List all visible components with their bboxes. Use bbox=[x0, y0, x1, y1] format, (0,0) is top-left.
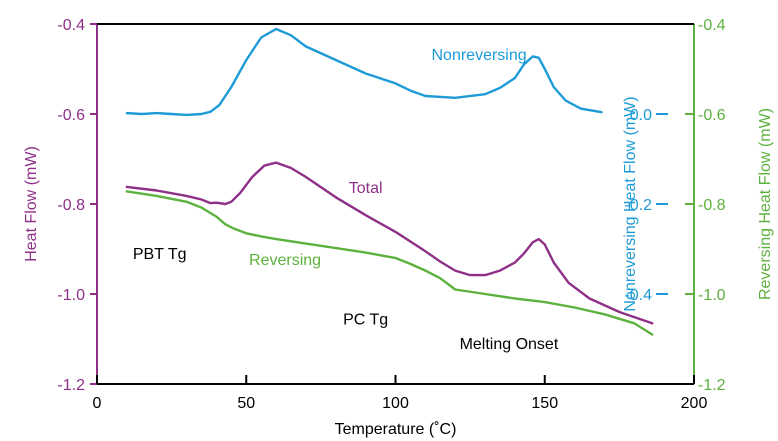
right-outer-axis-title: Reversing Heat Flow (mW) bbox=[757, 108, 774, 300]
right-outer-axis-tick-label: -1.0 bbox=[698, 287, 726, 304]
annotation-label: Nonreversing bbox=[432, 47, 527, 64]
left-axis-title: Heat Flow (mW) bbox=[23, 146, 40, 262]
right-inner-axis-tick-label: -0.2 bbox=[624, 197, 652, 214]
left-axis-tick-label: -0.6 bbox=[57, 107, 85, 124]
series-line-total bbox=[125, 161, 654, 325]
x-axis-tick-label: 0 bbox=[93, 395, 102, 412]
right-outer-axis-tick-label: -0.4 bbox=[698, 17, 726, 34]
right-inner-axis-title: Nonreversing Heat Flow (mW) bbox=[622, 96, 639, 311]
left-axis-tick-label: -0.4 bbox=[57, 17, 85, 34]
annotation-label: Reversing bbox=[249, 252, 321, 269]
x-axis-title: Temperature (˚C) bbox=[335, 421, 457, 438]
left-axis-tick-label: -0.8 bbox=[57, 197, 85, 214]
annotation-label: PC Tg bbox=[343, 312, 388, 329]
x-axis-tick-label: 200 bbox=[681, 395, 708, 412]
series-layer bbox=[125, 27, 654, 336]
annotation-layer: Nonreversing Total Reversing PBT Tg PC Tg Mel… bbox=[133, 47, 559, 353]
right-outer-axis-tick-label: -0.6 bbox=[698, 107, 726, 124]
annotation-label: Melting Onset bbox=[460, 336, 559, 353]
right-outer-axis-tick-label: -0.8 bbox=[698, 197, 726, 214]
right-inner-axis-tick-label: -0.4 bbox=[624, 287, 652, 304]
left-axis-tick-label: -1.2 bbox=[57, 377, 85, 394]
annotation-label: PBT Tg bbox=[133, 246, 187, 263]
axes-layer: -0.4 -0.6 -0.8 -1.0 -1.2 -0.4 -0.6 -0.8 -1.0 -1.2… bbox=[23, 17, 774, 438]
x-axis-tick-label: 150 bbox=[531, 395, 558, 412]
right-inner-axis-tick-label: 0.0 bbox=[630, 107, 652, 124]
x-axis-tick-label: 50 bbox=[237, 395, 255, 412]
annotation-label: Total bbox=[349, 180, 383, 197]
x-axis-tick-label: 100 bbox=[382, 395, 409, 412]
series-line-reversing bbox=[125, 190, 654, 336]
series-line-nonreversing bbox=[125, 27, 603, 117]
left-axis-tick-label: -1.0 bbox=[57, 287, 85, 304]
right-outer-axis-tick-label: -1.2 bbox=[698, 377, 726, 394]
